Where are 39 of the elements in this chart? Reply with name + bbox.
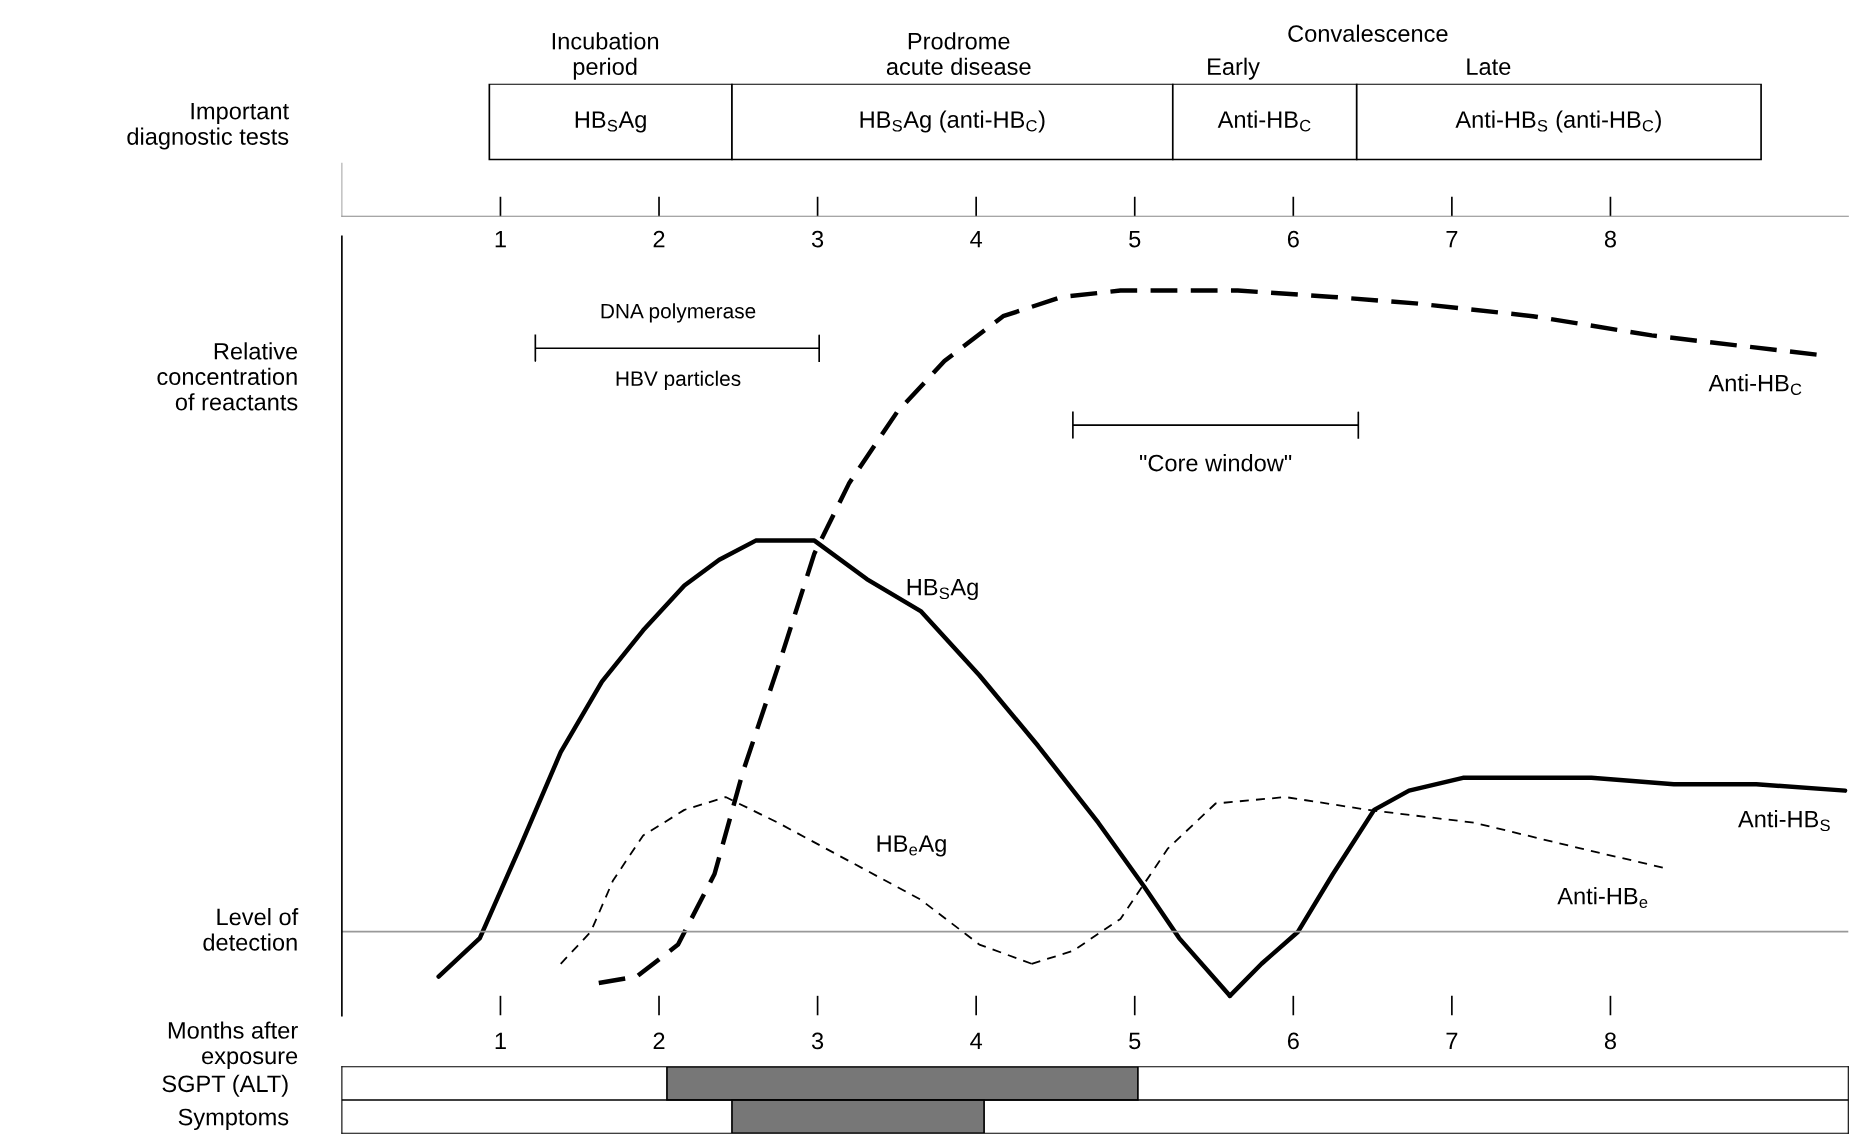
x-axis-title: Months after exposure [168, 1021, 298, 1069]
annotation: Late [1467, 58, 1511, 76]
x-tick-label: 1 [495, 1032, 506, 1050]
x-tick-label: 1 [495, 230, 506, 248]
x-tick-label: 2 [653, 1032, 665, 1050]
series-label: Anti-HB$_{C}$ [1708, 374, 1802, 396]
y-tick-label: Important diagnostic tests [127, 102, 289, 150]
y-axis-title: Relative concentration of reactants [157, 342, 298, 411]
data-label: HB$_{S}$Ag [575, 111, 646, 133]
series-label: Anti-HB$_{S}$ [1738, 810, 1830, 832]
series-label: Anti-HB$_{e}$ [1557, 887, 1648, 909]
annotation: "Core window" [1139, 454, 1292, 472]
annotation: HBV particles [616, 370, 741, 391]
y-tick-label: Symptoms [178, 1108, 289, 1131]
data-label: Anti-HB$_{S}$ (anti-HB$_{C}$) [1455, 110, 1661, 133]
x-tick-label: 7 [1446, 230, 1458, 248]
x-tick-label: 8 [1604, 1032, 1616, 1050]
annotation: Prodrome acute disease [886, 32, 1031, 76]
ref-line-label: Level of detection [203, 907, 299, 951]
series-label: HB$_{e}$Ag [877, 835, 946, 857]
x-tick-label: 5 [1129, 230, 1141, 248]
annotation: Early [1208, 57, 1260, 80]
x-tick-label: 4 [970, 230, 983, 248]
data-label: HB$_{S}$Ag (anti-HB$_{C}$) [860, 110, 1045, 133]
x-tick-label: 8 [1604, 230, 1616, 248]
data-label: Anti-HB$_{C}$ [1217, 110, 1311, 132]
x-tick-label: 2 [653, 230, 665, 248]
x-tick-label: 3 [811, 230, 824, 248]
y-tick-label: SGPT (ALT) [162, 1074, 288, 1097]
series-label: HB$_{S}$Ag [907, 578, 978, 601]
annotation: Incubation period [552, 32, 659, 80]
x-tick-label: 5 [1129, 1032, 1141, 1050]
x-tick-label: 6 [1287, 1032, 1299, 1050]
text: Convalescence [1288, 24, 1448, 42]
x-tick-label: 6 [1287, 230, 1299, 248]
x-tick-label: 3 [811, 1032, 824, 1050]
x-tick-label: 4 [970, 1032, 983, 1050]
annotation: DNA polymerase [601, 303, 756, 323]
x-tick-label: 7 [1446, 1032, 1458, 1050]
